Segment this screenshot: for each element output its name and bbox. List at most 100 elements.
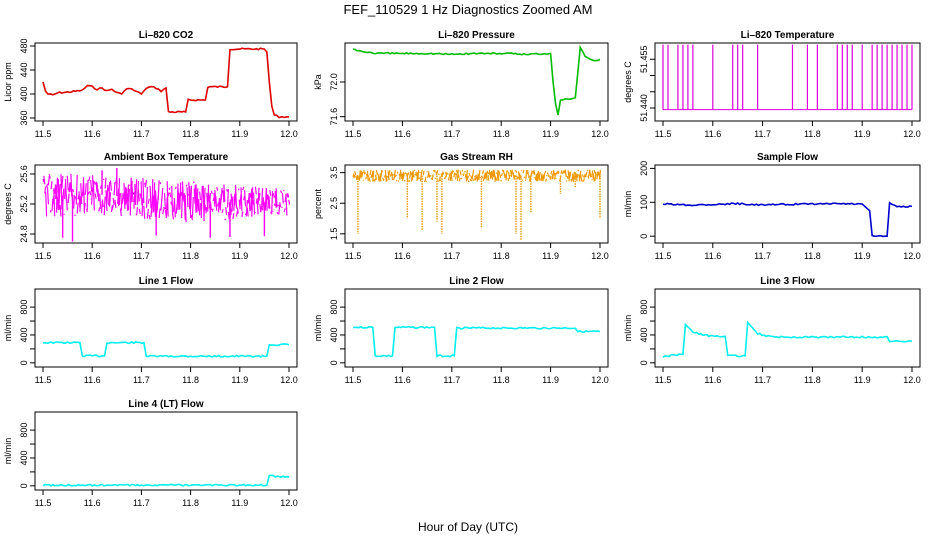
x-tick-label: 11.7	[133, 375, 150, 385]
x-tick-label: 12.0	[591, 251, 609, 261]
data-layer	[42, 474, 290, 487]
y-tick-label: 0	[19, 483, 29, 488]
plot-frame	[654, 288, 921, 368]
series-line-line2-flow	[352, 325, 601, 358]
x-tick-label: 11.9	[231, 251, 248, 261]
series-line-line4-flow	[42, 474, 290, 487]
y-tick-label: 400	[19, 86, 29, 101]
x-tick-label: 11.8	[493, 375, 510, 385]
x-tick-label: 11.6	[394, 375, 411, 385]
x-tick-label: 11.9	[854, 375, 871, 385]
y-tick-label: 800	[639, 300, 649, 315]
x-tick-label: 11.7	[133, 498, 150, 508]
y-tick-label: 100	[639, 195, 649, 210]
panel-pressure: Li–820 Pressure 11.5 11.6 11.7 11.8 11.9 12.0 7…	[313, 30, 609, 139]
y-axis-label: ml/min	[313, 315, 323, 342]
y-axis-label: percent	[313, 188, 323, 219]
x-tick-label: 11.5	[35, 498, 52, 508]
y-tick-label: 0	[329, 360, 339, 365]
x-tick-label: 11.9	[542, 251, 559, 261]
x-tick-label: 11.9	[231, 129, 248, 139]
y-axis-label: ml/min	[623, 315, 633, 342]
x-tick-label: 11.9	[542, 375, 559, 385]
plot-frame	[34, 411, 298, 491]
x-tick-label: 11.8	[804, 129, 821, 139]
y-tick-label: 0	[19, 360, 29, 365]
figure-title: FEF_110529 1 Hz Diagnostics Zoomed AM	[343, 2, 592, 17]
x-tick-label: 11.8	[182, 251, 199, 261]
y-tick-label: 400	[329, 327, 339, 342]
plot-frame	[654, 42, 921, 122]
x-tick-label: 11.6	[394, 251, 411, 261]
x-tick-label: 12.0	[591, 375, 609, 385]
panel-title: Gas Stream RH	[440, 152, 513, 163]
panel-title: Ambient Box Temperature	[104, 152, 229, 163]
x-tick-label: 11.9	[231, 498, 248, 508]
series-line-sample-flow	[662, 201, 913, 238]
data-layer	[42, 340, 290, 358]
x-tick-label: 12.0	[280, 129, 298, 139]
data-layer	[352, 325, 601, 358]
x-tick-label: 11.7	[754, 129, 771, 139]
y-tick-label: 400	[639, 327, 649, 342]
panel-title: Li–820 Pressure	[438, 30, 515, 41]
panel-title: Sample Flow	[757, 152, 818, 163]
panel-sample-flow: Sample Flow 11.5 11.6 11.7 11.8 11.9 12.0 0 100 2…	[623, 152, 921, 261]
data-layer	[662, 44, 913, 111]
y-tick-label: 25.2	[19, 195, 29, 213]
y-tick-label: 360	[19, 110, 29, 125]
y-tick-label: 2.5	[329, 197, 339, 210]
y-tick-label: 800	[329, 300, 339, 315]
x-tick-label: 12.0	[280, 375, 298, 385]
panel-licor-temp: Li–820 Temperature 11.5 11.6 11.7 11.8 11.9 12…	[623, 30, 921, 139]
panel-line3-flow: Line 3 Flow 11.5 11.6 11.7 11.8 11.9 12.0 0 400 8…	[623, 276, 921, 385]
x-tick-label: 11.6	[84, 498, 101, 508]
y-tick-label: 71.6	[329, 108, 339, 126]
x-tick-label: 11.7	[754, 251, 771, 261]
x-tick-label: 11.6	[704, 251, 721, 261]
x-tick-label: 11.7	[754, 375, 771, 385]
series-noise-gas-rh	[352, 169, 602, 183]
panel-title: Line 4 (LT) Flow	[128, 399, 204, 410]
x-tick-label: 11.5	[655, 375, 672, 385]
data-layer	[352, 169, 602, 240]
x-tick-label: 12.0	[280, 251, 298, 261]
panel-line1-flow: Line 1 Flow 11.5 11.6 11.7 11.8 11.9 12.0 0 400 8…	[3, 276, 298, 385]
y-tick-label: 400	[19, 450, 29, 465]
x-tick-label: 11.8	[182, 129, 199, 139]
x-tick-label: 11.6	[394, 129, 411, 139]
x-tick-label: 12.0	[591, 129, 609, 139]
x-tick-label: 11.7	[133, 251, 150, 261]
y-tick-label: 0	[639, 360, 649, 365]
y-tick-label: 0	[639, 234, 649, 239]
data-layer	[42, 47, 290, 119]
plot-frame	[34, 42, 298, 122]
panel-box-temp: Ambient Box Temperature 11.5 11.6 11.7 11.8 1…	[3, 152, 298, 261]
x-tick-label: 12.0	[903, 375, 921, 385]
x-tick-label: 12.0	[903, 251, 921, 261]
x-tick-label: 11.8	[493, 129, 510, 139]
x-tick-label: 11.8	[182, 498, 199, 508]
x-tick-label: 11.8	[804, 251, 821, 261]
y-tick-label: 800	[19, 423, 29, 438]
y-tick-label: 440	[19, 62, 29, 77]
plot-frame	[344, 164, 609, 244]
y-axis-label: ml/min	[3, 438, 13, 465]
data-layer	[42, 168, 291, 242]
y-tick-label: 51.455	[639, 45, 649, 73]
y-tick-label: 3.5	[329, 166, 339, 179]
y-tick-label: 200	[639, 161, 649, 176]
panel-line2-flow: Line 2 Flow 11.5 11.6 11.7 11.8 11.9 12.0 0 400 8…	[313, 276, 609, 385]
series-line-co2	[42, 47, 290, 119]
x-tick-label: 11.5	[35, 251, 52, 261]
y-tick-label: 24.8	[19, 225, 29, 243]
data-layer	[662, 320, 913, 358]
panel-title: Line 3 Flow	[760, 276, 815, 287]
x-tick-label: 11.8	[804, 375, 821, 385]
data-layer	[662, 201, 913, 238]
x-axis-label: Hour of Day (UTC)	[418, 520, 518, 534]
y-tick-label: 400	[19, 327, 29, 342]
y-axis-label: ml/min	[3, 315, 13, 342]
x-tick-label: 11.9	[542, 129, 559, 139]
